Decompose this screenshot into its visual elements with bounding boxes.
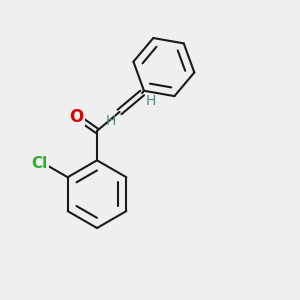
- Text: Cl: Cl: [31, 157, 48, 172]
- Text: O: O: [69, 107, 84, 125]
- Text: H: H: [106, 114, 116, 128]
- Text: H: H: [146, 94, 156, 108]
